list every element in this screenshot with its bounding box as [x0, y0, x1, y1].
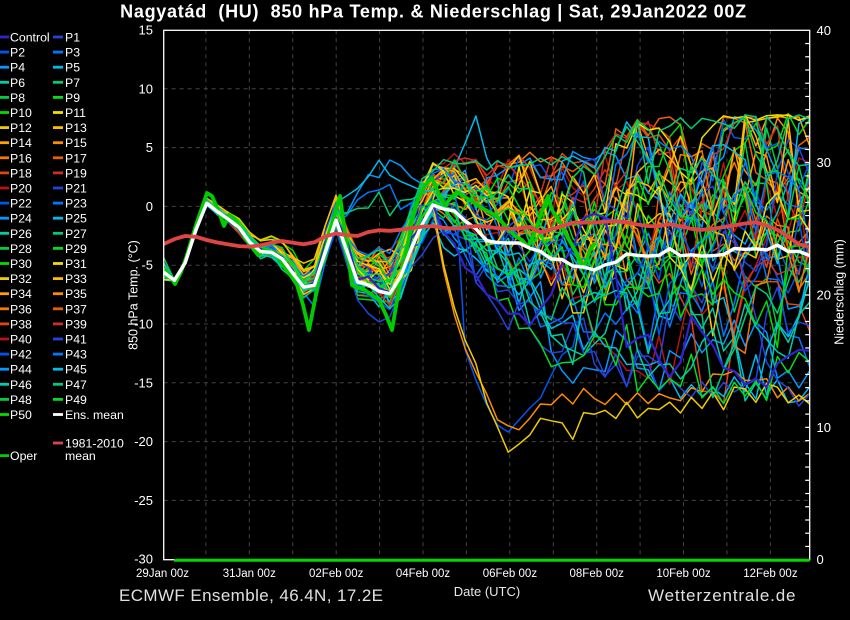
- svg-text:Nagyatád (HU) 850 hPa Temp.: Nagyatád (HU) 850 hPa Temp. & Niederschl…: [120, 2, 747, 22]
- svg-text:5: 5: [146, 140, 153, 155]
- svg-text:Date (UTC): Date (UTC): [454, 584, 520, 599]
- svg-text:P44: P44: [10, 363, 32, 377]
- svg-text:P9: P9: [65, 91, 80, 105]
- svg-text:P6: P6: [10, 76, 25, 90]
- svg-text:P38: P38: [10, 317, 32, 331]
- svg-text:P47: P47: [65, 378, 87, 392]
- svg-text:10: 10: [817, 420, 831, 435]
- svg-text:P21: P21: [65, 182, 87, 196]
- svg-text:P36: P36: [10, 302, 32, 316]
- svg-text:P33: P33: [65, 272, 87, 286]
- svg-text:P41: P41: [65, 333, 87, 347]
- svg-text:06Feb 00z: 06Feb 00z: [483, 568, 538, 580]
- svg-text:P35: P35: [65, 287, 87, 301]
- svg-text:0: 0: [817, 552, 824, 567]
- svg-text:P34: P34: [10, 287, 32, 301]
- svg-text:P10: P10: [10, 106, 32, 120]
- svg-text:P14: P14: [10, 136, 32, 150]
- svg-text:-15: -15: [134, 375, 153, 390]
- svg-text:Control: Control: [10, 31, 50, 45]
- svg-text:P17: P17: [65, 151, 87, 165]
- svg-text:P28: P28: [10, 242, 32, 256]
- svg-text:P27: P27: [65, 227, 87, 241]
- svg-text:08Feb 00z: 08Feb 00z: [570, 568, 625, 580]
- svg-text:P48: P48: [10, 393, 32, 407]
- svg-text:P5: P5: [65, 61, 80, 75]
- svg-text:10Feb 00z: 10Feb 00z: [656, 568, 711, 580]
- svg-text:29Jan 00z: 29Jan 00z: [136, 568, 189, 580]
- svg-text:12Feb 00z: 12Feb 00z: [743, 568, 798, 580]
- svg-text:P19: P19: [65, 166, 87, 180]
- svg-text:ECMWF Ensemble, 46.4N, 17.2E: ECMWF Ensemble, 46.4N, 17.2E: [119, 586, 383, 605]
- svg-text:1981-2010: 1981-2010: [65, 437, 124, 451]
- svg-text:-20: -20: [134, 434, 153, 449]
- svg-text:P31: P31: [65, 257, 87, 271]
- svg-text:30: 30: [817, 155, 831, 170]
- svg-text:P22: P22: [10, 197, 32, 211]
- svg-text:P29: P29: [65, 242, 87, 256]
- svg-text:P43: P43: [65, 348, 87, 362]
- svg-text:Ens. mean: Ens. mean: [65, 408, 124, 422]
- svg-text:P50: P50: [10, 408, 32, 422]
- svg-text:P23: P23: [65, 197, 87, 211]
- svg-text:-30: -30: [134, 552, 153, 567]
- svg-text:P4: P4: [10, 61, 25, 75]
- svg-text:P11: P11: [65, 106, 86, 120]
- svg-text:P12: P12: [10, 121, 32, 135]
- svg-text:P7: P7: [65, 76, 80, 90]
- svg-text:-5: -5: [141, 258, 153, 273]
- svg-text:P13: P13: [65, 121, 87, 135]
- svg-text:P8: P8: [10, 91, 25, 105]
- svg-text:mean: mean: [65, 449, 96, 463]
- svg-text:P3: P3: [65, 46, 80, 60]
- svg-text:-10: -10: [134, 317, 153, 332]
- svg-text:02Feb 00z: 02Feb 00z: [309, 568, 364, 580]
- svg-text:Oper: Oper: [10, 449, 37, 463]
- svg-text:10: 10: [139, 81, 153, 96]
- svg-text:P18: P18: [10, 166, 32, 180]
- svg-text:P39: P39: [65, 317, 87, 331]
- svg-text:P40: P40: [10, 333, 32, 347]
- svg-text:850 hPa Temp. (°C): 850 hPa Temp. (°C): [127, 240, 141, 350]
- svg-text:15: 15: [139, 23, 153, 38]
- svg-text:P49: P49: [65, 393, 87, 407]
- svg-text:P2: P2: [10, 46, 25, 60]
- svg-text:P32: P32: [10, 272, 32, 286]
- svg-text:P25: P25: [65, 212, 87, 226]
- svg-text:20: 20: [817, 288, 831, 303]
- svg-text:P15: P15: [65, 136, 87, 150]
- svg-text:Wetterzentrale.de: Wetterzentrale.de: [648, 586, 796, 605]
- svg-text:P20: P20: [10, 182, 32, 196]
- svg-text:P42: P42: [10, 348, 32, 362]
- svg-text:P30: P30: [10, 257, 32, 271]
- svg-text:P46: P46: [10, 378, 32, 392]
- svg-text:Niederschlag (mm): Niederschlag (mm): [833, 239, 847, 345]
- svg-text:0: 0: [146, 199, 153, 214]
- svg-text:04Feb 00z: 04Feb 00z: [396, 568, 451, 580]
- svg-text:-25: -25: [134, 493, 153, 508]
- svg-text:31Jan 00z: 31Jan 00z: [223, 568, 276, 580]
- svg-text:P45: P45: [65, 363, 87, 377]
- svg-text:P24: P24: [10, 212, 32, 226]
- svg-text:P26: P26: [10, 227, 32, 241]
- svg-text:40: 40: [817, 23, 831, 38]
- svg-text:P1: P1: [65, 31, 80, 45]
- svg-text:P16: P16: [10, 151, 32, 165]
- svg-text:P37: P37: [65, 302, 87, 316]
